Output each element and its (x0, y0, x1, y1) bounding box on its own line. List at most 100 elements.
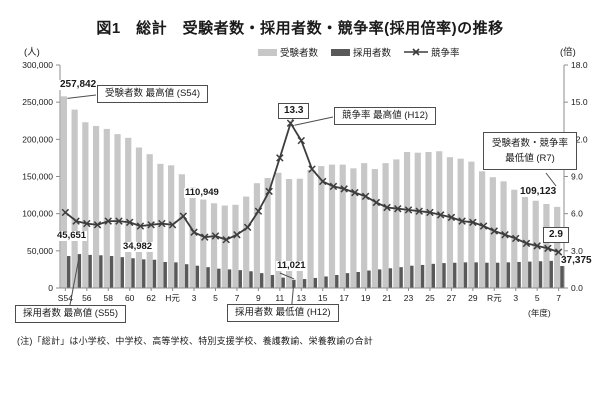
rate-max-leader (294, 116, 334, 126)
hires-bar (281, 277, 285, 288)
examinees-bar (178, 174, 185, 288)
rate-point-marker (372, 198, 381, 207)
right-axis-tick-label: 0.0 (571, 283, 583, 293)
hires-bar (399, 267, 403, 288)
hires-bar (142, 259, 146, 288)
hires-bar (120, 257, 125, 288)
rate-point-marker (61, 208, 70, 217)
hires-bar (560, 260, 564, 288)
rate-point-marker (351, 188, 359, 197)
rate-point-marker (222, 235, 230, 244)
x-axis-tick-label: 13 (297, 293, 307, 303)
rate-point-marker (404, 206, 413, 214)
rate-point-marker (72, 217, 80, 225)
examinees-max-callout: 受験者数 最高値 (S54) (97, 85, 209, 103)
examinees-bar (414, 152, 421, 288)
x-axis-tick-label: 29 (468, 293, 478, 303)
hires-r7-value-label: 37,375 (560, 255, 593, 266)
hires-bar (227, 269, 232, 288)
x-axis-tick-label: 27 (447, 293, 457, 303)
rate-point-marker (115, 217, 123, 225)
examinees-bar (92, 125, 100, 288)
hires-bar (302, 279, 307, 288)
examinees-bar (135, 147, 143, 288)
rate-point-marker (83, 219, 91, 228)
hires-s63-value-label: 34,982 (122, 241, 154, 252)
hires-bar (377, 269, 382, 288)
right-axis-tick-label: 6.0 (571, 209, 583, 219)
x-axis-tick-label: 3 (192, 293, 197, 303)
r7-min-callout: 受験者数・競争率 最低値 (R7) (483, 132, 578, 170)
rate-point-marker (243, 223, 252, 232)
hires-bar (249, 271, 253, 288)
rate-point-marker (361, 192, 370, 201)
examinees-bar (189, 187, 196, 288)
x-axis-tick-label: 7 (556, 293, 561, 303)
hires-bar (538, 261, 543, 288)
rate-point-marker (104, 217, 112, 225)
hires-bar (77, 254, 82, 288)
examinees-bar (264, 177, 271, 288)
x-axis-tick-label: S54 (58, 293, 73, 303)
hires-bar (184, 264, 189, 288)
rate-line-swatch-icon (404, 48, 429, 56)
hires-max-value-label: 45,651 (56, 230, 88, 241)
rate-point-marker (512, 234, 520, 243)
hires-bar (163, 262, 167, 288)
hires-bar (431, 263, 435, 288)
rate-point-marker (211, 232, 220, 240)
right-axis-tick-label: 9.0 (571, 172, 583, 182)
hires-bar (388, 268, 393, 288)
hires-bar (88, 254, 92, 288)
right-axis-unit: (倍) (560, 47, 576, 58)
examinees-bar (393, 159, 400, 288)
examinees-bar (82, 122, 89, 289)
examinees-max-value-label: 257,842 (59, 79, 98, 90)
hires-bar (324, 276, 328, 288)
hires-bar (474, 262, 478, 288)
legend-hires-label: 採用者数 (353, 48, 392, 59)
left-axis-unit: (人) (24, 47, 40, 58)
examinees-bar (114, 134, 121, 288)
hires-max-leader (69, 254, 80, 306)
rate-point-marker (286, 119, 295, 127)
examinees-bar (243, 196, 250, 288)
rate-point-marker (254, 207, 263, 215)
hires-min-callout: 採用者数 最低値 (H12) (227, 304, 339, 322)
hires-bar (506, 262, 511, 288)
rate-point-marker (329, 182, 338, 191)
examinees-bar (200, 199, 207, 288)
examinees-bar (285, 179, 293, 288)
rate-point-marker (190, 228, 198, 236)
examinees-bar (318, 166, 325, 288)
examinees-bar (479, 171, 486, 288)
legend-rate-label: 競争率 (431, 48, 460, 59)
rate-point-marker (340, 185, 348, 193)
legend-examinees-label: 受験者数 (280, 48, 319, 59)
rate-point-marker (147, 221, 155, 229)
x-axis-tick-label: H元 (165, 293, 180, 303)
left-axis-tick-label: 250,000 (22, 97, 53, 107)
rate-point-marker (265, 187, 273, 196)
r7-min-callout-line1: 受験者数・競争率 (492, 138, 569, 149)
rate-point-marker (554, 248, 563, 256)
hires-min-value-leader (279, 272, 295, 280)
rate-point-marker (415, 207, 423, 215)
hires-bar (335, 274, 339, 288)
footnote: (注)「総計」は小学校、中学校、高等学校、特別支援学校、養護教諭、栄養教諭の合計 (17, 336, 373, 346)
examinees-bar (125, 137, 132, 288)
x-axis-tick-label: R元 (487, 293, 502, 303)
x-axis-tick-label: 62 (146, 293, 156, 303)
rate-point-marker (158, 219, 166, 228)
hires-bar (270, 274, 275, 288)
x-axis-tick-label: 25 (425, 293, 435, 303)
hires-bar (67, 256, 71, 288)
rate-point-marker (297, 136, 306, 145)
x-axis-unit: (年度) (528, 308, 551, 318)
hires-bar (174, 262, 178, 288)
r7-min-callout-line2: 最低値 (R7) (505, 153, 555, 164)
hires-bar (206, 267, 210, 288)
examinees-bar (296, 178, 303, 288)
hires-min-leader (291, 281, 295, 305)
